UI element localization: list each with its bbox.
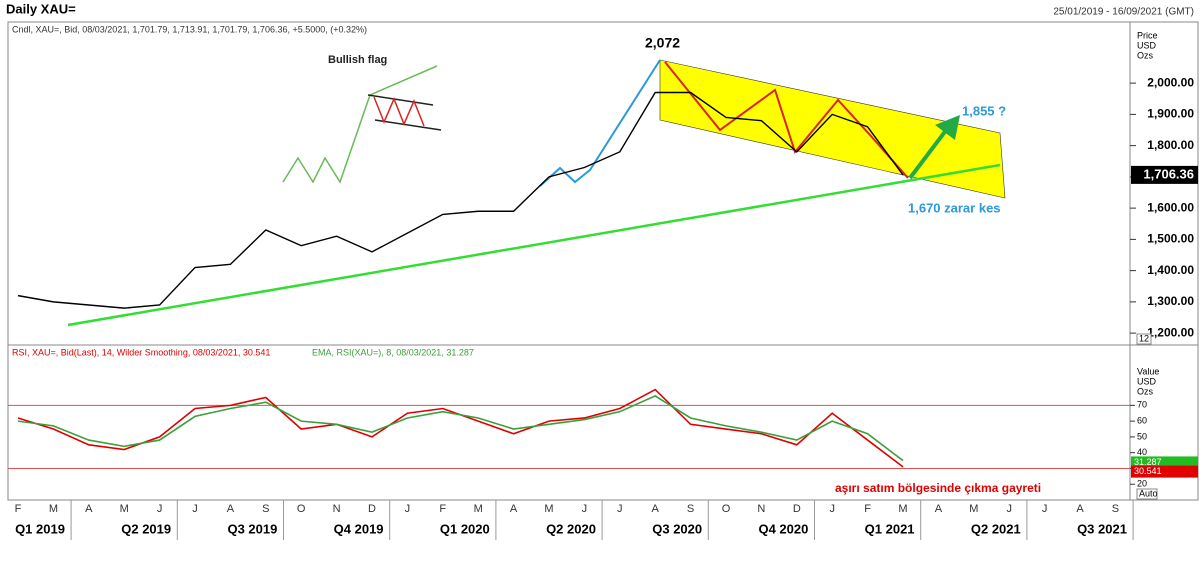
annotation: Bullish flag (328, 54, 387, 66)
x-tick-label: S (1112, 503, 1119, 515)
flag-zigzag (373, 96, 425, 127)
x-tick-label: D (368, 503, 376, 515)
x-quarter-label: Q3 2019 (227, 521, 277, 536)
trend-line (67, 163, 1001, 327)
x-tick-label: D (793, 503, 801, 515)
target-arrow (908, 123, 952, 180)
x-tick-label: N (333, 503, 341, 515)
x-tick-label: F (864, 503, 871, 515)
axis-label: Ozs (1137, 386, 1154, 396)
x-quarter-label: Q4 2019 (334, 521, 384, 536)
x-tick-label: A (510, 503, 518, 515)
x-tick-label: O (297, 503, 306, 515)
axis-label: Ozs (1137, 50, 1154, 60)
x-tick-label: A (652, 503, 660, 515)
axis-label: USD (1137, 40, 1157, 50)
x-tick-label: A (227, 503, 235, 515)
arrow-head (935, 115, 960, 140)
scale-label: Auto (1139, 488, 1158, 498)
x-tick-label: N (757, 503, 765, 515)
x-tick-label: M (544, 503, 553, 515)
x-tick-label: M (898, 503, 907, 515)
x-tick-label: A (935, 503, 943, 515)
last-price-label: 1,706.36 (1143, 166, 1194, 181)
legend: RSI, XAU=, Bid(Last), 14, Wilder Smoothi… (12, 347, 270, 357)
x-tick-label: J (157, 503, 163, 515)
x-quarter-label: Q3 2021 (1077, 521, 1127, 536)
annotation: 1,855 ? (962, 103, 1006, 118)
x-tick-label: F (439, 503, 446, 515)
y-tick-label: 40 (1137, 447, 1147, 457)
value-box (1131, 465, 1198, 478)
y-tick-label: 1,500.00 (1147, 232, 1194, 246)
y-tick-label: 1,400.00 (1147, 263, 1194, 277)
scale-label: 12 (1139, 333, 1149, 343)
x-tick-label: A (85, 503, 93, 515)
annotation: aşırı satım bölgesinde çıkma gayreti (835, 481, 1041, 495)
x-quarter-label: Q4 2020 (758, 521, 808, 536)
price-line (17, 394, 904, 462)
annotation: 1,670 zarar kes (908, 200, 1001, 215)
x-quarter-label: Q1 2020 (440, 521, 490, 536)
price-line (17, 91, 904, 309)
x-tick-label: J (1006, 503, 1012, 515)
impulse-line (539, 59, 661, 187)
x-quarter-label: Q1 2021 (865, 521, 915, 536)
scale-box (1136, 333, 1152, 345)
x-tick-label: J (1042, 503, 1048, 515)
x-tick-label: S (262, 503, 269, 515)
x-tick-label: A (1076, 503, 1084, 515)
x-tick-label: M (120, 503, 129, 515)
axis-label: Value (1137, 366, 1159, 376)
x-tick-label: M (474, 503, 483, 515)
rsi-panel (7, 344, 1199, 501)
y-tick-label: 50 (1137, 431, 1147, 441)
flag-line (374, 119, 442, 131)
flag-line (367, 94, 434, 106)
last-price-box (1131, 165, 1198, 184)
x-quarter-label: Q2 2019 (121, 521, 171, 536)
page-title: Daily XAU= (6, 1, 76, 16)
y-tick-label: 20 (1137, 479, 1147, 489)
y-tick-label: 1,900.00 (1147, 107, 1194, 121)
x-tick-label: M (969, 503, 978, 515)
x-tick-label: J (582, 503, 588, 515)
x-tick-label: J (617, 503, 623, 515)
y-tick-label: 1,300.00 (1147, 294, 1194, 308)
y-tick-label: 1,200.00 (1147, 325, 1194, 339)
x-tick-label: J (405, 503, 411, 515)
x-tick-label: J (829, 503, 835, 515)
x-quarter-label: Q2 2021 (971, 521, 1021, 536)
value-label: 30.541 (1134, 466, 1162, 476)
value-box (1131, 456, 1198, 469)
value-label: 31.287 (1134, 457, 1162, 467)
x-tick-label: F (15, 503, 22, 515)
x-quarter-label: Q1 2019 (15, 521, 65, 536)
scale-box (1136, 488, 1158, 500)
x-quarter-label: Q2 2020 (546, 521, 596, 536)
y-tick-label: 70 (1137, 400, 1147, 410)
legend: EMA, RSI(XAU=), 8, 08/03/2021, 31.287 (312, 347, 474, 357)
y-tick-label: 2,000.00 (1147, 75, 1194, 89)
x-quarter-label: Q3 2020 (652, 521, 702, 536)
legend: Cndl, XAU=, Bid, 08/03/2021, 1,701.79, 1… (12, 24, 367, 34)
axis-label: USD (1137, 376, 1157, 386)
y-tick-label: 1,800.00 (1147, 138, 1194, 152)
y-tick-label: 1,600.00 (1147, 200, 1194, 214)
x-tick-label: M (49, 503, 58, 515)
x-tick-label: J (192, 503, 198, 515)
x-tick-label: S (687, 503, 694, 515)
y-tick-label: 60 (1137, 416, 1147, 426)
annotation: 2,072 (645, 35, 680, 51)
date-range: 25/01/2019 - 16/09/2021 (GMT) (1053, 7, 1194, 18)
axis-label: Price (1137, 30, 1158, 40)
x-tick-label: O (722, 503, 731, 515)
wave-line (664, 61, 909, 179)
